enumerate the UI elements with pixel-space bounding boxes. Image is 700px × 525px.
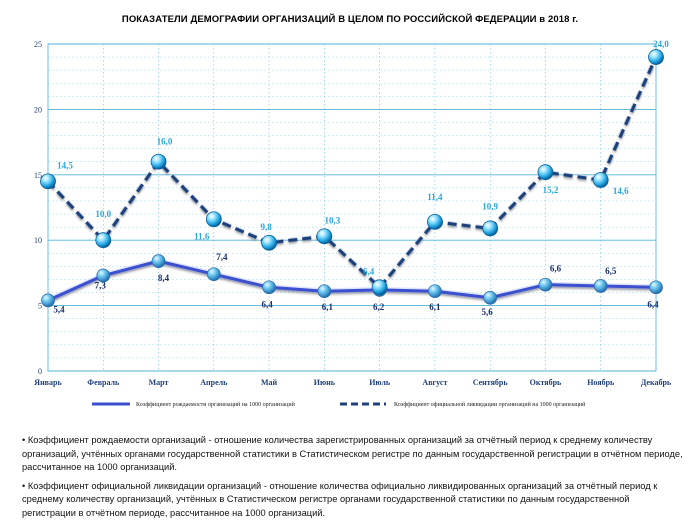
birth-data-label: 6,1 xyxy=(429,302,441,312)
y-tick-label: 15 xyxy=(34,171,42,180)
grid xyxy=(47,43,657,372)
note-liquidation-definition: • Коэффициент официальной ликвидации орг… xyxy=(22,480,658,518)
x-tick-label: Март xyxy=(149,378,169,387)
legend-liquidation-label: Коэффициент официальной ликвидации орган… xyxy=(394,401,586,408)
liquidation-data-label: 10,0 xyxy=(95,209,111,219)
birth-data-label: 7,4 xyxy=(216,252,228,262)
liquidation-point-marker xyxy=(40,173,56,190)
birth-point-marker xyxy=(649,280,663,295)
legend: Коэффициент рождаемости организаций на 1… xyxy=(92,401,586,408)
liquidation-point-marker xyxy=(205,211,222,228)
birth-data-label: 6,6 xyxy=(550,264,562,274)
x-tick-label: Сентябрь xyxy=(473,378,509,387)
axes: 0 5 10 15 20 25 Январь Февраль Март Апрель Май Июнь… xyxy=(34,40,672,387)
birth-data-label: 5,4 xyxy=(53,304,65,314)
birth-point-marker xyxy=(206,267,221,282)
x-tick-label: Февраль xyxy=(87,378,120,387)
birth-point-marker xyxy=(428,284,442,299)
liquidation-data-label: 24,0 xyxy=(653,39,669,49)
x-tick-label: Май xyxy=(261,378,278,387)
y-tick-label: 10 xyxy=(34,236,42,245)
legend-birth-label: Коэффициент рождаемости организаций на 1… xyxy=(136,401,296,408)
line-chart: 0 5 10 15 20 25 Январь Февраль Март Апрель Май Июнь… xyxy=(34,39,672,408)
birth-point-marker xyxy=(538,277,553,292)
liquidation-point-marker xyxy=(592,172,609,188)
liquidation-data-label: 15,2 xyxy=(543,185,559,195)
liquidation-point-marker xyxy=(482,220,499,237)
x-tick-label: Июнь xyxy=(314,378,336,387)
birth-point-marker xyxy=(262,280,276,295)
note-birth-definition: • Коэффициент рождаемости организаций - … xyxy=(22,435,683,472)
liquidation-point-marker xyxy=(537,164,554,181)
x-tick-label: Декабрь xyxy=(641,378,672,387)
footnotes: • Коэффициент рождаемости организаций - … xyxy=(22,434,684,525)
data-labels: 5,4 7,3 8,4 7,4 6,4 6,1 6,2 6,1 5,6 6,6 6,5 6,4 14,5… xyxy=(53,39,669,317)
plot-frame xyxy=(47,43,657,372)
liquidation-point-marker xyxy=(261,234,277,251)
x-tick-label: Ноябрь xyxy=(587,378,615,387)
liquidation-data-label: 10,3 xyxy=(324,215,340,225)
birth-point-marker xyxy=(593,279,608,293)
y-tick-label: 25 xyxy=(34,40,42,49)
liquidation-point-marker xyxy=(316,228,333,245)
birth-data-label: 8,4 xyxy=(158,273,170,283)
liquidation-point-marker xyxy=(648,49,664,65)
birth-point-marker xyxy=(151,254,166,268)
x-tick-label: Апрель xyxy=(200,378,228,387)
liquidation-point-marker xyxy=(95,232,112,249)
y-tick-label: 20 xyxy=(34,105,42,114)
liquidation-data-label: 10,9 xyxy=(482,201,498,211)
liquidation-data-label: 6,4 xyxy=(363,266,375,276)
x-tick-label: Июль xyxy=(369,378,391,387)
birth-data-label: 5,6 xyxy=(482,307,494,317)
birth-data-label: 6,1 xyxy=(322,302,334,312)
birth-data-label: 6,4 xyxy=(647,299,659,309)
liquidation-data-label: 14,6 xyxy=(613,186,629,196)
birth-data-label: 6,5 xyxy=(605,266,617,276)
liquidation-data-label: 11,6 xyxy=(194,231,210,241)
markers xyxy=(40,49,664,308)
birth-data-label: 6,2 xyxy=(373,302,385,312)
x-tick-label: Январь xyxy=(34,378,62,387)
liquidation-data-label: 16,0 xyxy=(157,137,173,147)
y-tick-label: 0 xyxy=(38,367,42,376)
liquidation-series-glow xyxy=(46,56,659,290)
liquidation-point-marker xyxy=(150,153,167,170)
liquidation-series-line xyxy=(46,56,658,289)
chart-title: ПОКАЗАТЕЛИ ДЕМОГРАФИИ ОРГАНИЗАЦИЙ В ЦЕЛО… xyxy=(121,14,579,25)
birth-data-label: 7,3 xyxy=(95,281,107,291)
birth-series-line xyxy=(47,259,657,302)
liquidation-point-marker xyxy=(371,279,388,296)
birth-point-marker xyxy=(96,268,111,283)
x-tick-label: Август xyxy=(422,378,447,387)
birth-point-marker xyxy=(483,290,498,305)
y-tick-label: 5 xyxy=(38,302,42,311)
x-tick-label: Октябрь xyxy=(530,378,562,387)
birth-point-marker xyxy=(41,293,55,308)
birth-point-marker xyxy=(317,284,332,299)
series xyxy=(46,56,659,304)
liquidation-data-label: 11,4 xyxy=(427,192,443,202)
liquidation-data-label: 9,8 xyxy=(260,222,272,232)
birth-data-label: 6,4 xyxy=(261,299,273,309)
liquidation-point-marker xyxy=(427,213,443,230)
liquidation-data-label: 14,5 xyxy=(57,160,73,170)
